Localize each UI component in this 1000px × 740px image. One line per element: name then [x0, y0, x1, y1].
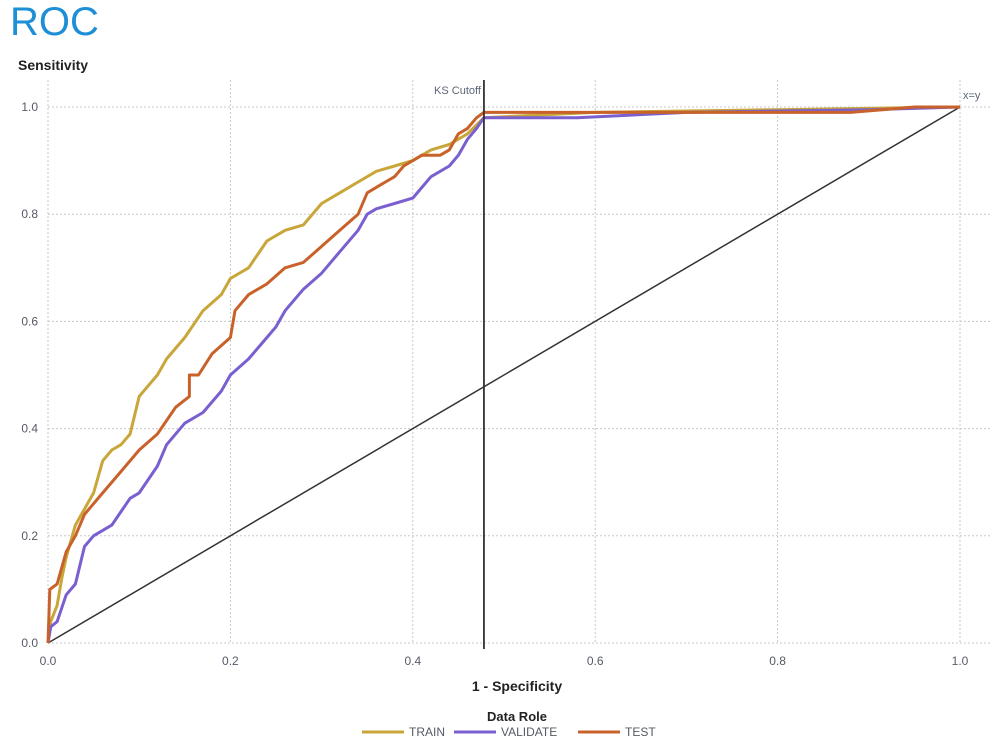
- legend-title: Data Role: [487, 709, 547, 724]
- legend: TRAIN VALIDATE TEST: [362, 725, 656, 739]
- y-tick-label: 0.0: [21, 636, 38, 650]
- x-axis-label: 1 - Specificity: [472, 678, 562, 694]
- series-lines: [46, 105, 961, 644]
- y-axis-label: Sensitivity: [18, 57, 88, 73]
- x-axis-ticks: 0.0 0.2 0.4 0.6 0.8 1.0: [40, 654, 969, 668]
- series-line-train: [46, 105, 961, 644]
- series-line-validate: [46, 105, 961, 644]
- y-tick-label: 1.0: [21, 100, 38, 114]
- legend-label-test: TEST: [625, 725, 656, 739]
- reference-line-label: x=y: [963, 90, 981, 102]
- legend-label-train: TRAIN: [409, 725, 445, 739]
- y-tick-label: 0.6: [21, 314, 38, 328]
- grid-lines: [47, 80, 990, 644]
- y-tick-label: 0.8: [21, 207, 38, 221]
- x-tick-label: 0.2: [222, 654, 239, 668]
- series-line-test: [46, 105, 960, 644]
- y-axis-ticks: 0.0 0.2 0.4 0.6 0.8 1.0: [21, 100, 38, 650]
- ks-cutoff-label: KS Cutoff: [434, 85, 482, 97]
- y-tick-label: 0.2: [21, 529, 38, 543]
- legend-label-validate: VALIDATE: [501, 725, 557, 739]
- x-tick-label: 1.0: [952, 654, 969, 668]
- x-tick-label: 0.8: [769, 654, 786, 668]
- y-tick-label: 0.4: [21, 422, 38, 436]
- chart-title: ROC: [10, 0, 99, 44]
- reference-line: [47, 106, 961, 644]
- x-tick-label: 0.6: [587, 654, 604, 668]
- x-tick-label: 0.4: [404, 654, 421, 668]
- x-tick-label: 0.0: [40, 654, 57, 668]
